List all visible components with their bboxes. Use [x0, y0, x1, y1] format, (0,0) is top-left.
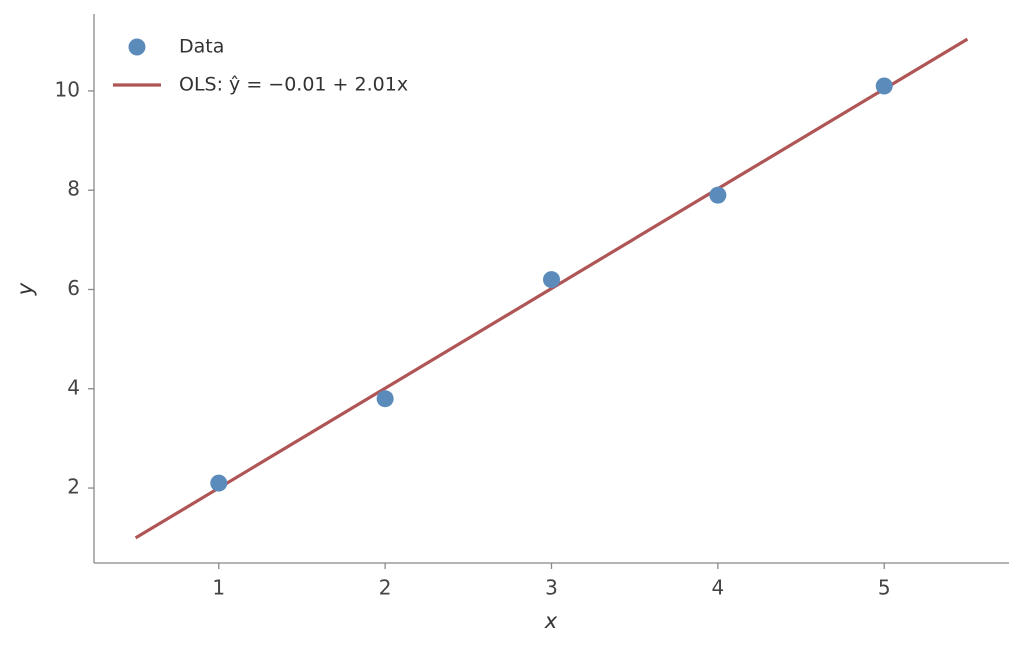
- x-axis-label: x: [544, 609, 558, 633]
- x-tick-label: 5: [878, 576, 891, 600]
- x-tick-label: 1: [212, 576, 225, 600]
- y-tick-label: 8: [67, 177, 80, 201]
- fit-line: [134, 37, 969, 540]
- x-tick-label: 3: [545, 576, 558, 600]
- legend-label: Data: [179, 36, 224, 58]
- data-point: [376, 390, 394, 408]
- y-axis-label: y: [13, 282, 37, 296]
- data-point: [210, 474, 228, 492]
- y-tick-label: 10: [55, 77, 80, 101]
- data-point: [709, 186, 727, 204]
- data-point: [875, 77, 893, 95]
- y-tick-label: 6: [67, 276, 80, 300]
- legend-label: OLS: ŷ = −0.01 + 2.01x: [179, 74, 408, 96]
- data-point: [543, 271, 560, 289]
- x-tick-label: 2: [379, 576, 392, 600]
- x-tick-label: 4: [711, 576, 724, 600]
- y-tick-label: 2: [67, 475, 80, 499]
- y-tick-label: 4: [67, 375, 80, 399]
- legend-swatch: [128, 38, 146, 56]
